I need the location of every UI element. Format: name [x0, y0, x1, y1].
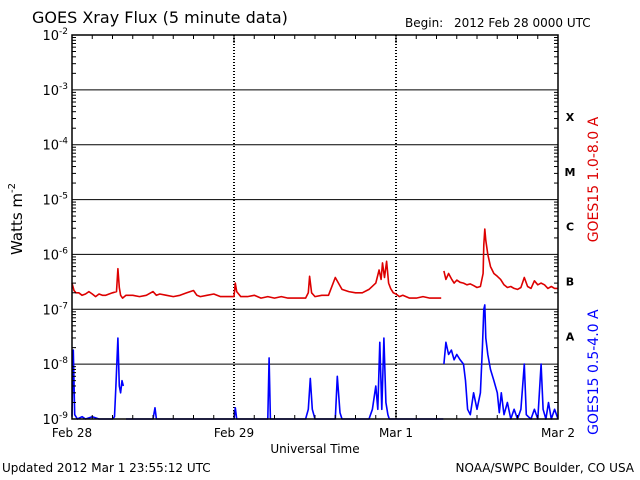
y-tick-label-3: 10-5	[42, 192, 68, 209]
y-tick-label-7: 10-9	[42, 411, 68, 428]
legend-series-1: GOES15 0.5-4.0 A	[586, 309, 602, 435]
series-line-0-seg-0	[71, 260, 442, 299]
begin-value: 2012 Feb 28 0000 UTC	[454, 16, 591, 30]
series-line-1-seg-0	[71, 337, 125, 420]
flare-class-M: M	[565, 166, 576, 179]
flare-class-A: A	[566, 330, 575, 343]
flare-class-B: B	[566, 276, 574, 289]
x-axis-label: Universal Time	[270, 442, 359, 456]
y-tick-label-5: 10-7	[42, 301, 68, 318]
x-tick-label-2: Mar 1	[379, 426, 413, 440]
x-tick-label-1: Feb 29	[214, 426, 254, 440]
y-tick-label-4: 10-6	[42, 246, 68, 263]
y-tick-label-6: 10-8	[42, 356, 68, 373]
legend-series-0: GOES15 1.0-8.0 A	[586, 116, 602, 242]
flare-class-X: X	[566, 111, 575, 124]
y-tick-label-2: 10-4	[42, 137, 68, 154]
footer-credit: NOAA/SWPC Boulder, CO USA	[455, 461, 634, 475]
plot-frame	[71, 34, 559, 420]
x-tick-label-3: Mar 2	[541, 426, 575, 440]
series-line-1-seg-2	[443, 304, 559, 420]
x-tick-label-0: Feb 28	[52, 426, 92, 440]
footer-updated: Updated 2012 Mar 1 23:55:12 UTC	[2, 461, 211, 475]
flare-class-C: C	[566, 221, 574, 234]
chart-title: GOES Xray Flux (5 minute data)	[32, 8, 288, 27]
y-tick-label-1: 10-3	[42, 82, 68, 99]
y-tick-label-0: 10-2	[42, 27, 68, 44]
begin-label: Begin:	[405, 16, 444, 30]
series-line-0-seg-1	[443, 228, 558, 291]
y-axis-label: Watts m-2	[7, 183, 26, 255]
